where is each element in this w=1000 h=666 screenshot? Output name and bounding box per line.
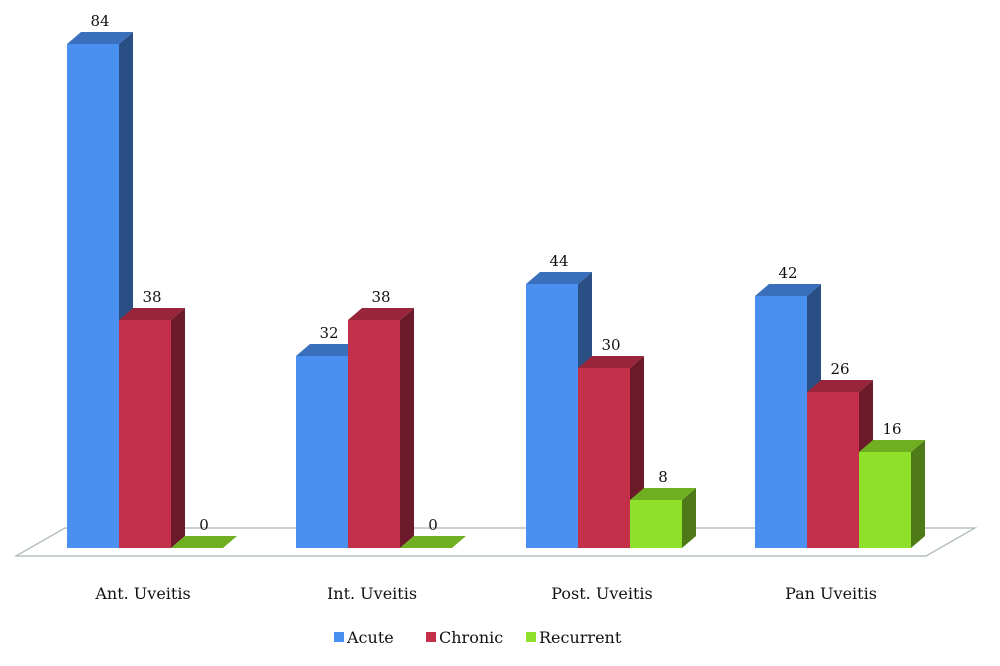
- category-label-post-uveitis: Post. Uveitis: [551, 584, 652, 603]
- bar-top: [400, 536, 466, 548]
- bar-pan-uveitis-recurrent: [859, 440, 925, 548]
- bar-top: [578, 356, 644, 368]
- bar-front: [630, 500, 682, 548]
- bar-side: [400, 308, 414, 548]
- bar-top: [630, 488, 696, 500]
- value-label-pan-uveitis-chronic: 26: [830, 360, 849, 378]
- value-label-post-uveitis-chronic: 30: [601, 336, 620, 354]
- value-label-int-uveitis-recurrent: 0: [428, 516, 438, 534]
- legend-label: Acute: [346, 628, 394, 647]
- floor-plane: [13, 527, 978, 557]
- bar-front: [348, 320, 400, 548]
- bar-front: [526, 284, 578, 548]
- bar-front: [67, 44, 119, 548]
- value-label-ant-uveitis-recurrent: 0: [199, 516, 209, 534]
- value-label-int-uveitis-chronic: 38: [371, 288, 390, 306]
- legend-label: Recurrent: [539, 628, 622, 647]
- bar-side: [911, 440, 925, 548]
- bar-top: [171, 536, 237, 548]
- bar-post-uveitis-recurrent: [630, 488, 696, 548]
- bar-top: [807, 380, 873, 392]
- value-label-post-uveitis-recurrent: 8: [658, 468, 668, 486]
- bar-front: [296, 356, 348, 548]
- value-label-int-uveitis-acute: 32: [319, 324, 338, 342]
- bar-ant-uveitis-chronic: [119, 308, 185, 548]
- value-label-ant-uveitis-acute: 84: [90, 12, 109, 30]
- bar-int-uveitis-chronic: [348, 308, 414, 548]
- bar-ant-uveitis-recurrent: [171, 536, 237, 548]
- bar-int-uveitis-recurrent: [400, 536, 466, 548]
- legend-swatch: [526, 632, 536, 642]
- value-label-pan-uveitis-acute: 42: [778, 264, 797, 282]
- legend: Acute Chronic Recurrent: [334, 628, 622, 647]
- category-label-ant-uveitis: Ant. Uveitis: [94, 584, 190, 603]
- value-label-pan-uveitis-recurrent: 16: [882, 420, 901, 438]
- legend-label: Chronic: [439, 628, 503, 647]
- legend-swatch: [426, 632, 436, 642]
- bar-top: [296, 344, 362, 356]
- bar-side: [682, 488, 696, 548]
- value-label-ant-uveitis-chronic: 38: [142, 288, 161, 306]
- legend-item-chronic: Chronic: [426, 628, 503, 647]
- bar-top: [348, 308, 414, 320]
- bar-front: [578, 368, 630, 548]
- value-labels-group: 84 38 0 32 38 0 44 30 8 42 26 16: [90, 12, 901, 534]
- bar-top: [859, 440, 925, 452]
- bar-top: [526, 272, 592, 284]
- legend-item-acute: Acute: [334, 628, 394, 647]
- bar-side: [171, 308, 185, 548]
- bar-front: [119, 320, 171, 548]
- category-label-int-uveitis: Int. Uveitis: [327, 584, 417, 603]
- bar-front: [755, 296, 807, 548]
- legend-item-recurrent: Recurrent: [526, 628, 622, 647]
- category-label-pan-uveitis: Pan Uveitis: [785, 584, 877, 603]
- bar-top: [67, 32, 133, 44]
- bar-front: [859, 452, 911, 548]
- legend-swatch: [334, 632, 344, 642]
- bars-group: [67, 32, 925, 548]
- category-labels-group: Ant. Uveitis Int. Uveitis Post. Uveitis Pan…: [94, 584, 877, 603]
- value-label-post-uveitis-acute: 44: [549, 252, 568, 270]
- bar-top: [755, 284, 821, 296]
- bar-front: [807, 392, 859, 548]
- bar-top: [119, 308, 185, 320]
- chart-floor: [13, 527, 978, 557]
